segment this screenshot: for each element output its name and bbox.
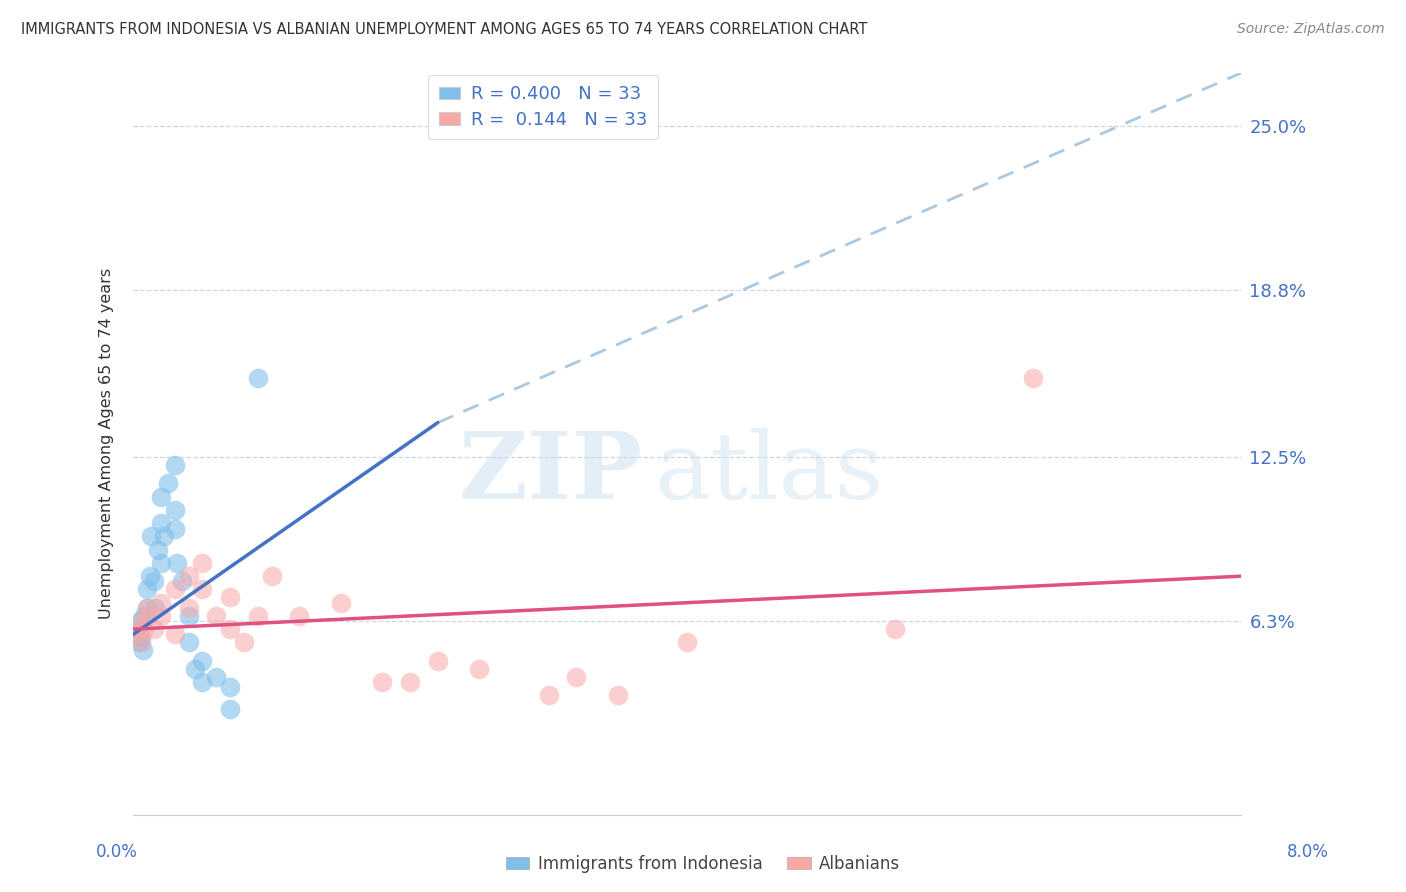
Point [131,635,153,649]
Point [138,569,160,583]
Point [606,689,628,703]
Point [537,689,560,703]
Text: 8.0%: 8.0% [1286,843,1329,861]
Point [142,574,165,589]
Point [156,476,179,491]
Point [125,622,148,636]
Text: ZIP: ZIP [458,428,643,518]
Point [205,608,228,623]
Point [565,670,588,684]
Point [191,654,214,668]
Point [131,630,153,644]
Point [426,654,449,668]
Point [399,675,422,690]
Point [134,622,156,636]
Point [152,529,174,543]
Point [149,608,172,623]
Point [149,490,172,504]
Point [128,616,150,631]
Point [132,643,155,657]
Point [191,582,214,597]
Text: IMMIGRANTS FROM INDONESIA VS ALBANIAN UNEMPLOYMENT AMONG AGES 65 TO 74 YEARS COR: IMMIGRANTS FROM INDONESIA VS ALBANIAN UN… [21,22,868,37]
Point [127,627,149,641]
Point [166,556,188,570]
Point [149,516,172,531]
Point [246,608,269,623]
Point [329,596,352,610]
Point [883,622,905,636]
Point [219,701,242,715]
Point [676,635,699,649]
Point [143,601,166,615]
Point [177,569,200,583]
Point [468,662,491,676]
Point [139,529,162,543]
Point [146,542,169,557]
Point [246,370,269,384]
Point [136,601,159,615]
Point [163,627,186,641]
Point [136,582,159,597]
Point [177,601,200,615]
Legend: R = 0.400   N = 33, R =  0.144   N = 33: R = 0.400 N = 33, R = 0.144 N = 33 [427,75,658,139]
Legend: Immigrants from Indonesia, Albanians: Immigrants from Indonesia, Albanians [499,848,907,880]
Point [260,569,283,583]
Text: Source: ZipAtlas.com: Source: ZipAtlas.com [1237,22,1385,37]
Point [129,614,152,628]
Point [177,635,200,649]
Point [163,458,186,472]
Point [136,601,159,615]
Point [191,556,214,570]
Point [191,675,214,690]
Point [163,522,186,536]
Point [219,622,242,636]
Point [232,635,254,649]
Point [142,622,165,636]
Point [163,503,186,517]
Point [177,608,200,623]
Point [136,608,159,623]
Point [288,608,311,623]
Point [134,608,156,623]
Y-axis label: Unemployment Among Ages 65 to 74 years: Unemployment Among Ages 65 to 74 years [100,268,114,619]
Point [184,662,207,676]
Text: atlas: atlas [654,428,883,518]
Point [163,582,186,597]
Point [128,635,150,649]
Point [125,627,148,641]
Point [149,556,172,570]
Point [219,591,242,605]
Point [1022,370,1045,384]
Point [219,681,242,695]
Text: 0.0%: 0.0% [96,843,138,861]
Point [149,596,172,610]
Point [371,675,394,690]
Point [205,670,228,684]
Point [170,574,193,589]
